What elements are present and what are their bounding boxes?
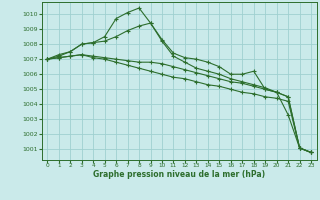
- X-axis label: Graphe pression niveau de la mer (hPa): Graphe pression niveau de la mer (hPa): [93, 170, 265, 179]
